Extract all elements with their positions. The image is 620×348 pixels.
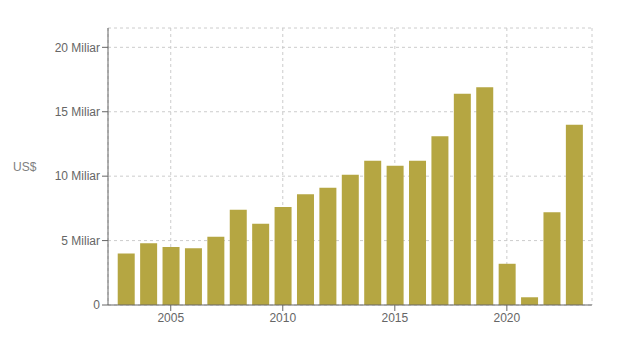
svg-text:0: 0: [93, 298, 100, 312]
svg-text:2010: 2010: [269, 311, 296, 325]
svg-text:2020: 2020: [494, 311, 521, 325]
svg-text:20 Miliar: 20 Miliar: [55, 41, 100, 55]
svg-text:US$: US$: [13, 160, 37, 174]
svg-text:2015: 2015: [381, 311, 408, 325]
svg-text:10 Miliar: 10 Miliar: [55, 169, 100, 183]
svg-text:2005: 2005: [157, 311, 184, 325]
svg-text:5 Miliar: 5 Miliar: [61, 234, 100, 248]
svg-text:15 Miliar: 15 Miliar: [55, 105, 100, 119]
